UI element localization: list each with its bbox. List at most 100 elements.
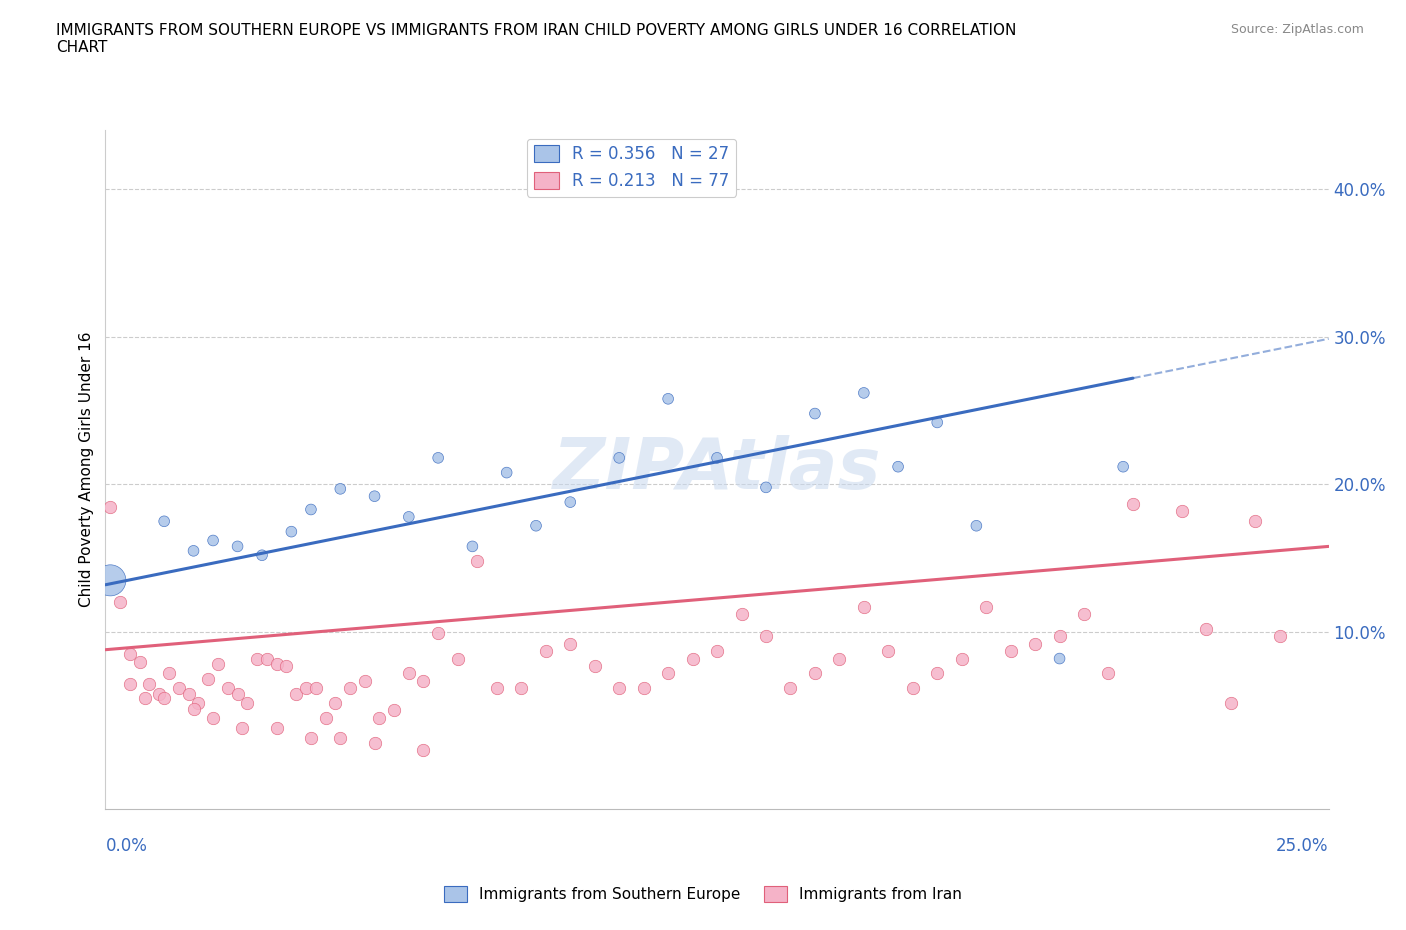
- Legend: Immigrants from Southern Europe, Immigrants from Iran: Immigrants from Southern Europe, Immigra…: [439, 880, 967, 909]
- Point: [398, 666, 420, 681]
- Point: [927, 415, 949, 430]
- Point: [183, 543, 205, 558]
- Point: [276, 658, 298, 673]
- Point: [730, 607, 752, 622]
- Y-axis label: Child Poverty Among Girls Under 16: Child Poverty Among Girls Under 16: [79, 332, 94, 607]
- Point: [153, 514, 176, 529]
- Point: [1122, 497, 1144, 512]
- Text: CHART: CHART: [56, 40, 108, 55]
- Point: [363, 736, 385, 751]
- Point: [285, 686, 308, 701]
- Point: [295, 681, 318, 696]
- Point: [877, 644, 900, 658]
- Point: [755, 629, 778, 644]
- Point: [187, 696, 209, 711]
- Point: [226, 539, 249, 554]
- Point: [887, 459, 910, 474]
- Point: [1195, 621, 1218, 636]
- Point: [633, 681, 655, 696]
- Point: [706, 644, 728, 658]
- Point: [305, 681, 328, 696]
- Point: [197, 671, 219, 686]
- Point: [246, 651, 269, 666]
- Point: [950, 651, 973, 666]
- Point: [583, 658, 606, 673]
- Point: [329, 731, 352, 746]
- Point: [427, 450, 450, 465]
- Point: [1000, 644, 1022, 658]
- Point: [339, 681, 361, 696]
- Point: [1024, 636, 1046, 651]
- Point: [852, 600, 875, 615]
- Point: [524, 518, 547, 533]
- Point: [657, 392, 679, 406]
- Point: [1219, 696, 1241, 711]
- Point: [1268, 629, 1291, 644]
- Point: [250, 548, 273, 563]
- Point: [412, 743, 434, 758]
- Point: [927, 666, 949, 681]
- Point: [1049, 629, 1071, 644]
- Point: [148, 686, 170, 701]
- Point: [153, 691, 176, 706]
- Point: [177, 686, 200, 701]
- Point: [461, 539, 484, 554]
- Point: [167, 681, 190, 696]
- Point: [368, 711, 391, 725]
- Point: [965, 518, 987, 533]
- Point: [495, 465, 517, 480]
- Point: [682, 651, 704, 666]
- Point: [118, 676, 141, 691]
- Point: [852, 385, 875, 400]
- Text: ZIPAtlas: ZIPAtlas: [553, 435, 882, 504]
- Point: [183, 701, 205, 716]
- Point: [138, 676, 160, 691]
- Text: 25.0%: 25.0%: [1277, 837, 1329, 855]
- Point: [398, 510, 420, 525]
- Point: [98, 573, 121, 588]
- Point: [256, 651, 278, 666]
- Point: [202, 533, 225, 548]
- Text: Source: ZipAtlas.com: Source: ZipAtlas.com: [1230, 23, 1364, 36]
- Point: [382, 703, 405, 718]
- Point: [447, 651, 470, 666]
- Point: [231, 721, 253, 736]
- Point: [779, 681, 801, 696]
- Point: [353, 673, 375, 688]
- Point: [1049, 651, 1071, 666]
- Point: [217, 681, 239, 696]
- Point: [901, 681, 924, 696]
- Point: [560, 495, 582, 510]
- Point: [412, 673, 434, 688]
- Point: [325, 696, 347, 711]
- Point: [226, 686, 249, 701]
- Point: [1112, 459, 1135, 474]
- Point: [427, 626, 450, 641]
- Point: [363, 489, 385, 504]
- Point: [560, 636, 582, 651]
- Point: [280, 525, 302, 539]
- Point: [299, 731, 322, 746]
- Point: [607, 450, 630, 465]
- Point: [1073, 607, 1095, 622]
- Legend: R = 0.356   N = 27, R = 0.213   N = 77: R = 0.356 N = 27, R = 0.213 N = 77: [527, 139, 735, 196]
- Point: [266, 721, 288, 736]
- Point: [1244, 514, 1267, 529]
- Point: [236, 696, 259, 711]
- Point: [108, 595, 131, 610]
- Point: [1097, 666, 1119, 681]
- Point: [804, 666, 827, 681]
- Text: 0.0%: 0.0%: [105, 837, 148, 855]
- Point: [118, 646, 141, 661]
- Point: [706, 450, 728, 465]
- Point: [974, 600, 997, 615]
- Point: [465, 553, 488, 568]
- Point: [329, 482, 352, 497]
- Point: [128, 654, 150, 669]
- Point: [1171, 503, 1194, 518]
- Point: [804, 406, 827, 421]
- Point: [202, 711, 225, 725]
- Point: [134, 691, 156, 706]
- Text: IMMIGRANTS FROM SOUTHERN EUROPE VS IMMIGRANTS FROM IRAN CHILD POVERTY AMONG GIRL: IMMIGRANTS FROM SOUTHERN EUROPE VS IMMIG…: [56, 23, 1017, 38]
- Point: [485, 681, 508, 696]
